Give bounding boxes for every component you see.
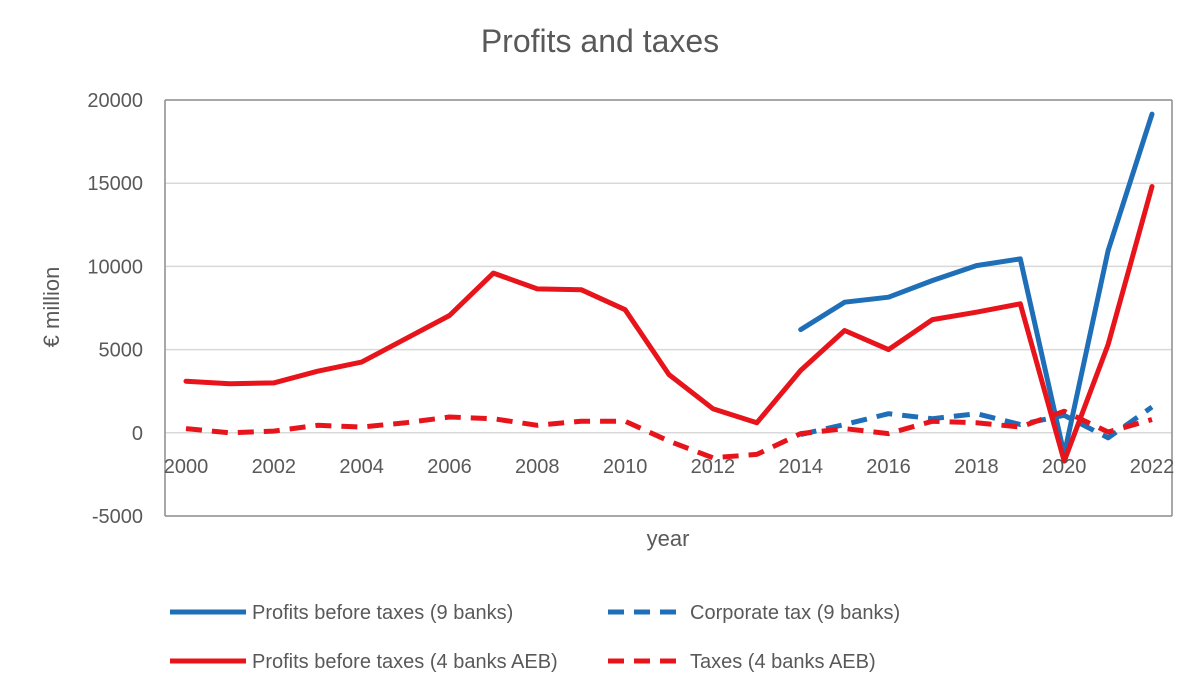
x-tick-label: 2004 bbox=[339, 456, 384, 478]
series-line bbox=[798, 111, 1155, 457]
x-tick-label: 2000 bbox=[164, 456, 209, 478]
x-axis-ticks: 2000 2002 2004 2006 2008 2010 2012 2014 2016 2018… bbox=[164, 456, 1175, 478]
series-line bbox=[185, 408, 1153, 461]
y-axis-label: € million bbox=[39, 267, 64, 348]
x-tick-label: 2018 bbox=[954, 456, 999, 478]
series-line bbox=[800, 404, 1154, 441]
series-lines bbox=[183, 111, 1155, 464]
legend-label: Taxes (4 banks AEB) bbox=[690, 651, 876, 673]
x-tick-label: 2014 bbox=[778, 456, 823, 478]
x-tick-label: 2020 bbox=[1042, 456, 1087, 478]
legend-label: Profits before taxes (4 banks AEB) bbox=[252, 651, 558, 673]
x-tick-label: 2002 bbox=[252, 456, 297, 478]
legend: Profits before taxes (9 banks) Corporate … bbox=[170, 602, 900, 673]
x-tick-label: 2006 bbox=[427, 456, 472, 478]
y-tick-label: 20000 bbox=[87, 90, 143, 112]
x-tick-label: 2010 bbox=[603, 456, 648, 478]
legend-label: Corporate tax (9 banks) bbox=[690, 602, 900, 624]
y-tick-label: -5000 bbox=[92, 506, 143, 528]
y-tick-label: 10000 bbox=[87, 256, 143, 278]
x-tick-label: 2008 bbox=[515, 456, 560, 478]
y-tick-label: 0 bbox=[132, 423, 143, 445]
chart-title: Profits and taxes bbox=[481, 23, 719, 59]
series-line bbox=[183, 184, 1155, 464]
x-tick-label: 2016 bbox=[866, 456, 911, 478]
legend-label: Profits before taxes (9 banks) bbox=[252, 602, 513, 624]
gridlines bbox=[164, 99, 1173, 517]
y-axis-ticks: -5000 0 5000 10000 15000 20000 bbox=[87, 90, 143, 528]
y-tick-label: 5000 bbox=[99, 340, 144, 362]
y-tick-label: 15000 bbox=[87, 173, 143, 195]
x-tick-label: 2012 bbox=[691, 456, 736, 478]
x-tick-label: 2022 bbox=[1130, 456, 1175, 478]
x-axis-label: year bbox=[647, 526, 690, 551]
